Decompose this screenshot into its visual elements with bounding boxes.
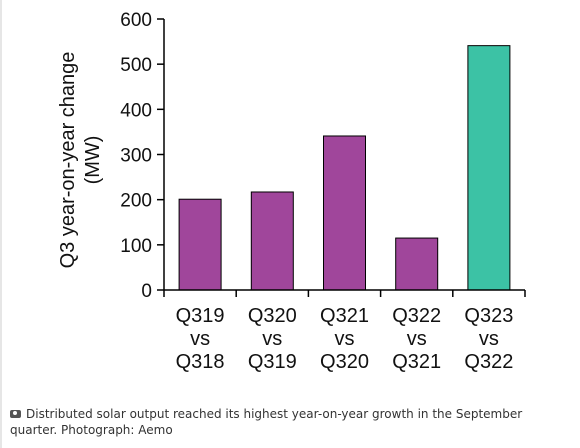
- bar: [395, 237, 439, 291]
- x-category-label: vs: [407, 328, 427, 350]
- caption: Distributed solar output reached its hig…: [10, 406, 570, 438]
- bar: [323, 135, 366, 291]
- x-category-label: vs: [190, 328, 210, 350]
- x-category-label: Q323: [464, 305, 513, 327]
- y-tick-label: 300: [120, 146, 152, 167]
- y-axis-title-line1: Q3 year-on-year change: [57, 52, 79, 269]
- y-axis-title-line2: (MW): [82, 136, 104, 185]
- x-category-label: Q320: [320, 351, 369, 373]
- plot-area: 0100200300400500600Q319vsQ318Q320vsQ319Q…: [120, 10, 526, 373]
- x-category-label: Q320: [248, 305, 297, 327]
- x-category-label: Q319: [176, 305, 225, 327]
- x-category-label: vs: [335, 328, 355, 350]
- page-edge-rule: [0, 0, 2, 448]
- y-tick-label: 500: [120, 55, 152, 76]
- y-axis-title: Q3 year-on-year change (MW): [57, 52, 104, 269]
- y-tick-label: 100: [120, 236, 152, 257]
- x-category-label: Q322: [392, 305, 441, 327]
- y-tick-label: 200: [120, 191, 152, 212]
- x-category-label: vs: [479, 328, 499, 350]
- y-tick-label: 600: [120, 10, 152, 31]
- caption-text: Distributed solar output reached its hig…: [10, 407, 523, 437]
- y-tick-label: 0: [141, 281, 152, 302]
- y-tick-label: 400: [120, 100, 152, 121]
- x-category-label: Q321: [392, 351, 441, 373]
- bar: [250, 191, 294, 291]
- chart: Q3 year-on-year change (MW) 0 100 200 300 40…: [57, 10, 526, 373]
- x-category-label: Q322: [464, 351, 513, 373]
- x-category-label: Q321: [320, 305, 369, 327]
- x-category-label: Q318: [176, 351, 225, 373]
- bar-chart: Q3 year-on-year change (MW) 0 100 200 300 40…: [57, 10, 526, 373]
- bar: [467, 45, 511, 291]
- bar: [178, 198, 222, 291]
- camera-icon: [10, 410, 21, 418]
- x-category-label: Q319: [248, 351, 297, 373]
- x-category-label: vs: [262, 328, 282, 350]
